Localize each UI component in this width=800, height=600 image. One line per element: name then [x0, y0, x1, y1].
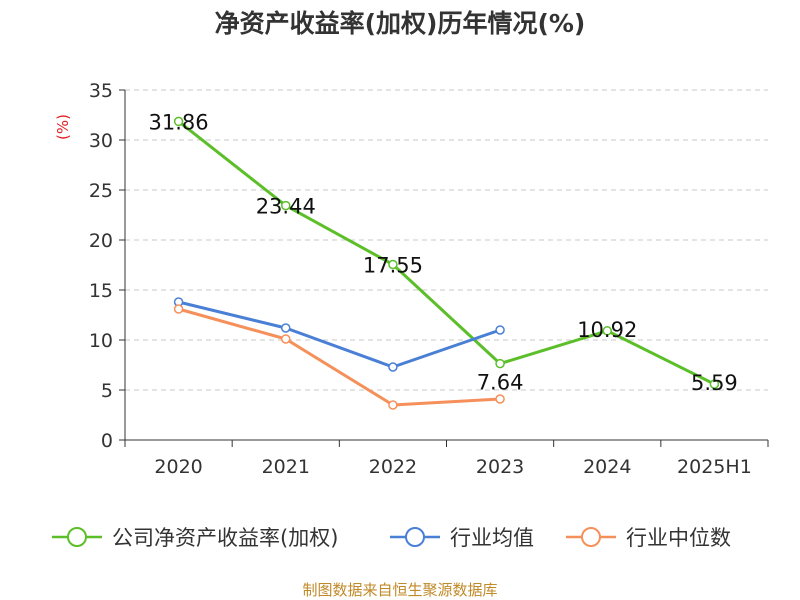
data-point — [173, 304, 184, 314]
series-1 — [173, 297, 505, 372]
legend-marker-icon — [405, 527, 425, 547]
series-line — [177, 120, 716, 386]
data-label: 17.55 — [363, 254, 423, 278]
data-labels: 31.86 23.44 17.55 7.64 10.92 5.59 — [149, 110, 738, 395]
series-line — [178, 307, 501, 407]
data-label: 7.64 — [477, 371, 524, 395]
y-axis-label: (%) — [54, 114, 72, 140]
legend-item: 行业均值 — [390, 526, 534, 550]
data-point — [388, 362, 398, 372]
legend-item: 行业中位数 — [566, 526, 731, 550]
x-tick-label: 2023 — [476, 456, 524, 478]
data-point — [495, 394, 505, 404]
legend-label: 公司净资产收益率(加权) — [112, 526, 338, 550]
data-point — [388, 259, 398, 270]
data-point — [495, 325, 505, 335]
data-point — [709, 379, 720, 389]
series-line — [178, 300, 501, 369]
legend-marker-icon — [581, 527, 601, 547]
data-point — [602, 326, 612, 336]
x-tick-label: 2022 — [369, 456, 417, 478]
legend: 公司净资产收益率(加权) 行业均值 行业中位数 — [52, 526, 731, 550]
x-tick-label: 2025H1 — [677, 456, 752, 478]
grid-lines — [125, 89, 768, 391]
series-2 — [173, 304, 505, 410]
legend-item: 公司净资产收益率(加权) — [52, 526, 338, 550]
y-tick-label: 20 — [89, 230, 113, 252]
series-lines — [173, 116, 720, 410]
y-tick-label: 35 — [89, 80, 113, 102]
y-tick-label: 25 — [89, 180, 113, 202]
data-point — [495, 358, 505, 369]
chart-title: 净资产收益率(加权)历年情况(%) — [215, 9, 586, 38]
data-label: 10.92 — [577, 318, 637, 342]
data-label: 31.86 — [149, 110, 209, 134]
legend-label: 行业中位数 — [626, 526, 731, 550]
y-tick-label: 15 — [89, 280, 113, 302]
legend-label: 行业均值 — [450, 526, 534, 550]
source-note: 制图数据来自恒生聚源数据库 — [302, 581, 497, 599]
axes: 0 5 10 15 20 25 30 35 2020 2021 2022 2023 2024 2025H1 — [89, 80, 769, 478]
data-point — [388, 400, 398, 410]
y-tick-label: 30 — [89, 130, 113, 152]
y-tick-label: 10 — [89, 330, 113, 352]
y-tick-label: 5 — [101, 380, 113, 402]
x-tick-label: 2021 — [262, 456, 310, 478]
data-label: 23.44 — [256, 195, 316, 219]
x-tick-label: 2024 — [583, 456, 631, 478]
y-tick-label: 0 — [101, 430, 113, 452]
x-tick-label: 2020 — [154, 456, 202, 478]
data-point — [281, 323, 291, 333]
legend-marker-icon — [67, 527, 87, 547]
data-point — [281, 334, 291, 344]
data-point — [173, 116, 184, 127]
series-0 — [173, 116, 720, 389]
data-label: 5.59 — [691, 371, 738, 395]
data-point — [281, 200, 291, 211]
